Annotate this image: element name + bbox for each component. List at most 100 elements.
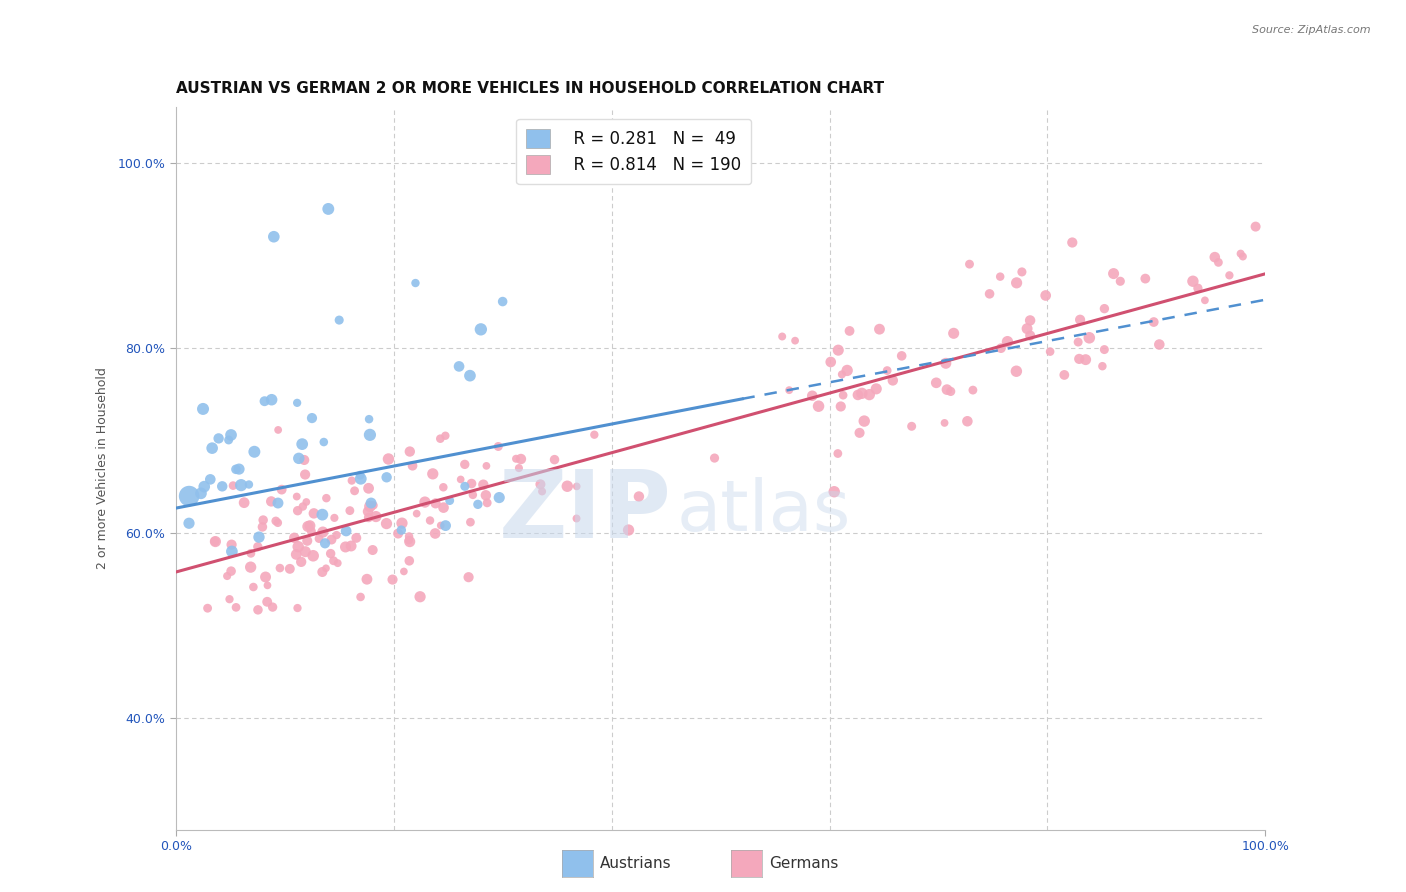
Point [447,359,470,374]
Point [827,446,849,460]
Point [246,540,269,554]
Point [254,570,277,584]
Point [1019,328,1042,343]
Point [285,490,308,504]
Point [1091,359,1114,374]
Point [287,540,309,554]
Point [409,590,432,604]
Point [356,572,378,586]
Point [222,478,245,492]
Point [837,363,859,377]
Point [375,516,398,531]
Point [294,544,316,558]
Point [486,440,509,454]
Point [398,444,420,458]
Point [827,343,849,358]
Point [1019,313,1042,327]
Point [401,458,423,473]
Point [287,601,309,615]
Point [291,437,314,451]
Point [858,387,880,401]
Point [299,524,322,539]
Point [363,499,385,513]
Point [900,419,922,434]
Point [1017,321,1039,335]
Point [398,554,420,568]
Point [1204,250,1226,264]
Point [267,423,290,437]
Point [979,286,1001,301]
Point [1011,265,1033,279]
Point [1143,315,1166,329]
Point [454,458,477,472]
Point [425,496,447,510]
Point [335,540,357,554]
Point [177,516,200,531]
Point [229,478,252,492]
Point [555,479,578,493]
Point [242,580,264,594]
Point [1005,364,1028,378]
Point [475,496,498,510]
Point [339,503,361,517]
Point [432,480,454,494]
Point [211,479,233,493]
Point [461,488,484,502]
Point [325,528,347,542]
Point [190,486,212,500]
Point [294,467,316,482]
Point [531,484,554,499]
Point [228,462,250,476]
Point [703,451,725,466]
Point [239,546,262,560]
Point [770,329,793,343]
Point [298,518,321,533]
Point [990,341,1012,355]
Point [260,494,283,508]
Point [246,603,269,617]
Point [204,534,226,549]
Point [1194,293,1216,308]
Legend:   R = 0.281   N =  49,   R = 0.814   N = 190: R = 0.281 N = 49, R = 0.814 N = 190 [516,119,751,184]
Y-axis label: 2 or more Vehicles in Household: 2 or more Vehicles in Household [96,368,110,569]
Point [823,484,845,499]
Point [936,383,959,397]
Point [221,538,243,552]
Point [269,561,291,575]
Point [543,452,565,467]
Point [492,294,515,309]
Point [297,519,319,533]
Point [267,496,290,510]
Point [467,497,489,511]
Point [225,600,247,615]
Point [290,555,312,569]
Point [302,549,325,563]
Point [349,468,371,483]
Point [565,511,588,525]
Point [1109,274,1132,288]
Point [1039,344,1062,359]
Point [343,483,366,498]
Point [308,532,330,546]
Point [1067,334,1090,349]
Point [1078,331,1101,345]
Point [270,483,292,497]
Point [233,496,256,510]
Point [315,561,337,575]
Point [321,533,343,547]
Point [291,500,314,514]
Point [413,495,436,509]
Point [262,600,284,615]
Point [349,590,371,604]
Point [1094,301,1116,316]
Point [197,601,219,615]
Point [529,477,551,491]
Point [846,388,869,402]
Point [364,509,387,524]
Point [1053,368,1076,382]
Point [260,392,283,407]
Text: Germans: Germans [769,856,838,871]
Point [470,322,492,336]
Point [962,383,984,397]
Point [314,536,336,550]
